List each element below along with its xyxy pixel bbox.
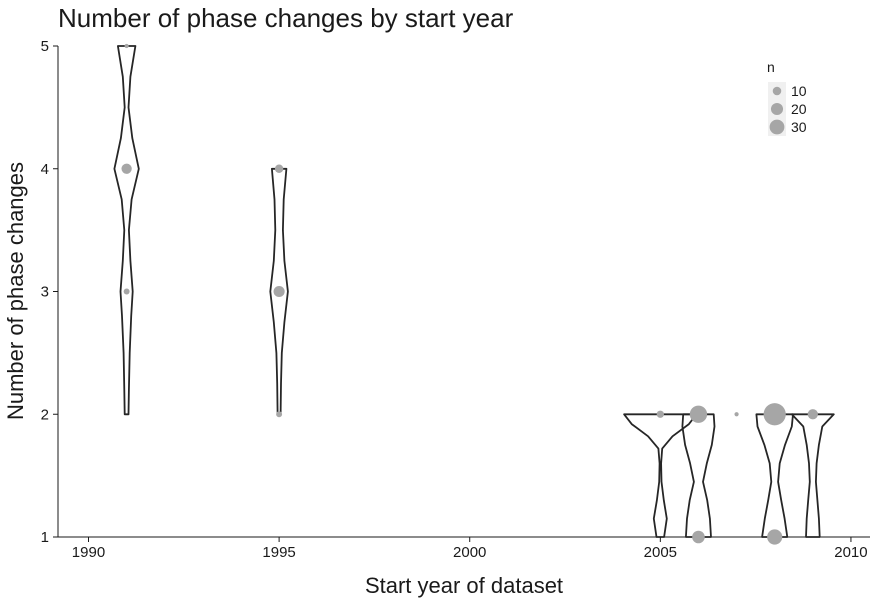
- x-ticks: 1990 1995 2000 2005 2010: [72, 537, 868, 561]
- x-tick-label: 2000: [453, 544, 486, 561]
- y-tick-label: 5: [41, 38, 49, 55]
- x-tick-label: 2005: [644, 544, 677, 561]
- legend-label: 20: [791, 101, 807, 117]
- count-point-2005: [656, 410, 664, 418]
- x-tick-label: 1995: [262, 544, 295, 561]
- count-point-2009: [807, 409, 818, 420]
- violins-layer: [113, 45, 835, 538]
- violin-1995: [269, 167, 289, 416]
- violin-2005: [623, 413, 698, 538]
- count-point-2008: [767, 529, 783, 545]
- count-point-2006: [689, 405, 708, 423]
- x-axis-label: Start year of dataset: [365, 573, 563, 598]
- violin-2006: [681, 413, 716, 538]
- count-point-2006: [692, 530, 705, 544]
- count-point-1991: [121, 163, 132, 174]
- y-tick-label: 4: [41, 161, 49, 178]
- legend-title: n: [767, 59, 775, 75]
- legend-size-30: [769, 119, 785, 135]
- x-tick-label: 1990: [72, 544, 105, 561]
- legend-label: 30: [791, 119, 807, 135]
- legend-size-10: [772, 86, 782, 96]
- count-point-1995: [274, 164, 284, 173]
- count-point-1995: [273, 285, 285, 298]
- y-tick-label: 2: [41, 406, 49, 423]
- count-point-2007: [734, 412, 739, 417]
- y-tick-label: 3: [41, 284, 49, 301]
- legend-size-20: [770, 102, 784, 116]
- y-tick-label: 1: [41, 529, 49, 546]
- violin-2008: [755, 413, 794, 538]
- chart-title: Number of phase changes by start year: [58, 3, 514, 33]
- count-point-2008: [763, 403, 786, 426]
- count-point-1991: [123, 288, 130, 295]
- count-point-1995: [276, 411, 283, 418]
- legend: n 10 20 30: [767, 59, 807, 136]
- points-layer: [121, 43, 818, 545]
- count-point-1991: [124, 43, 129, 49]
- legend-label: 10: [791, 83, 807, 99]
- y-ticks: 1 2 3 4 5: [41, 38, 58, 546]
- x-tick-label: 2010: [834, 544, 867, 561]
- violin-1991: [113, 45, 140, 416]
- violin-2009: [790, 413, 835, 538]
- y-axis-label: Number of phase changes: [3, 162, 28, 420]
